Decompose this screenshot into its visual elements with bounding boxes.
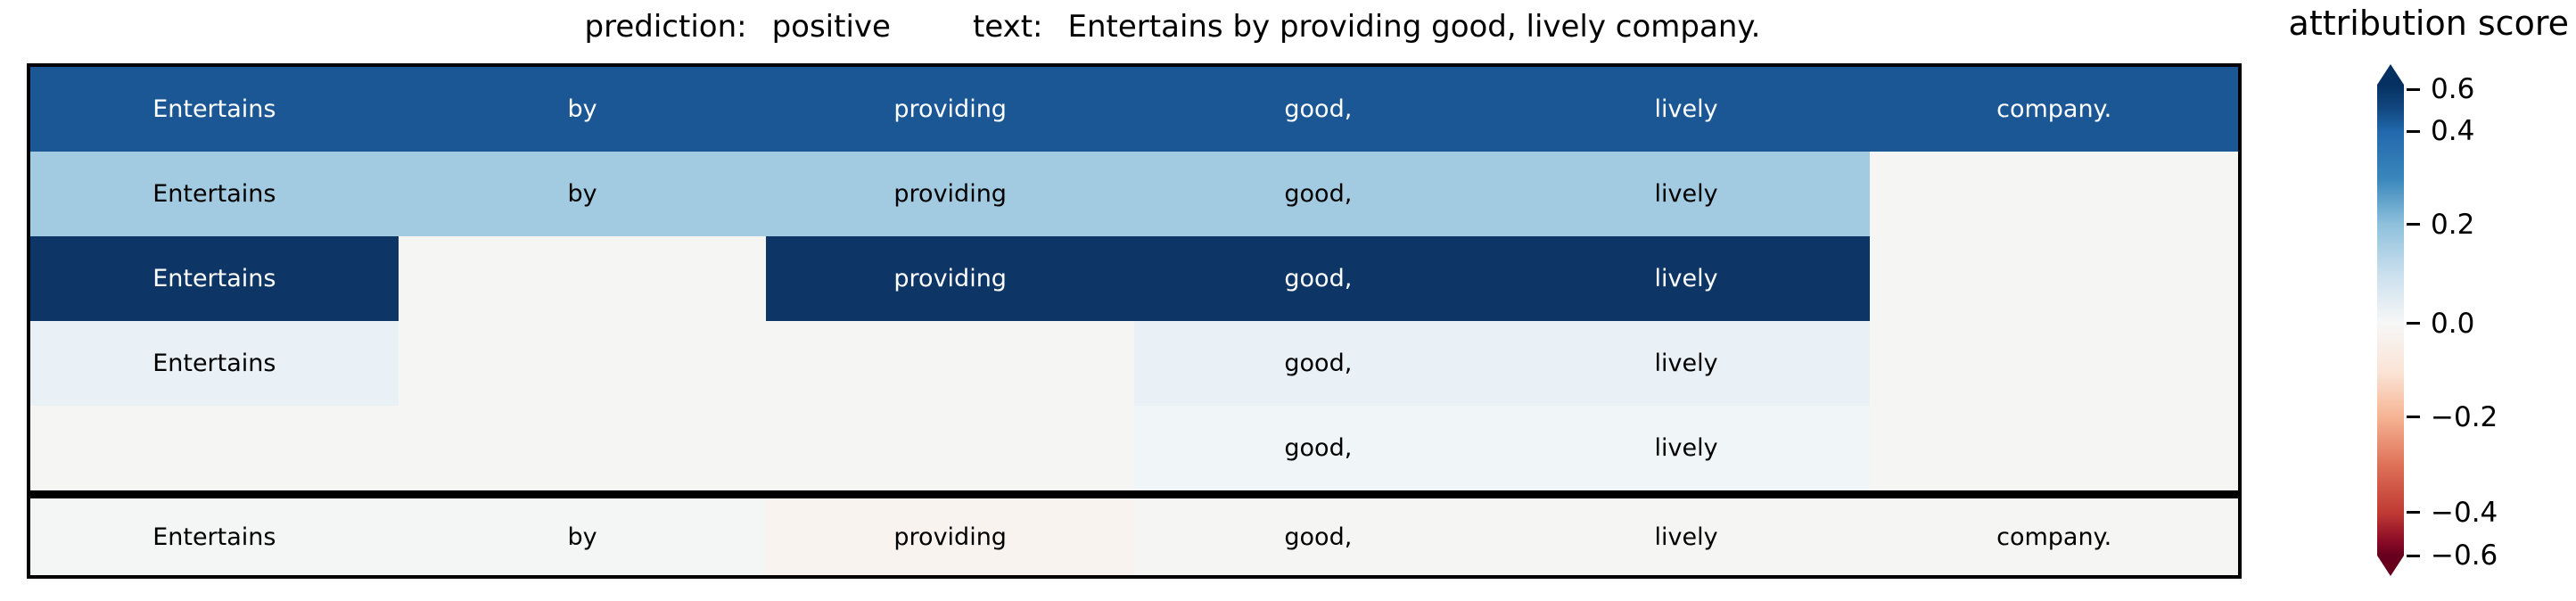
prediction-value: positive	[771, 9, 891, 45]
colorbar-label: attribution score	[2288, 4, 2569, 43]
colorbar-tick-label: −0.4	[2431, 496, 2498, 529]
attribution-row-final: Entertains by providing good, lively company.	[30, 498, 2239, 575]
attribution-row-step-4: Entertains good, lively	[30, 321, 2239, 406]
figure-title: prediction: positive text: Entertains by…	[0, 9, 2345, 45]
token-cell: good,	[1134, 67, 1502, 152]
empty-cell	[398, 236, 767, 321]
token-cell: lively	[1502, 498, 1871, 575]
token-cell: good,	[1134, 152, 1502, 236]
token-cell: lively	[1502, 236, 1871, 321]
colorbar-tick-label: −0.6	[2431, 539, 2498, 572]
colorbar	[2377, 64, 2404, 576]
token-cell: providing	[766, 152, 1135, 236]
attribution-row-step-5: good, lively	[30, 406, 2239, 490]
colorbar-down-arrow-icon	[2377, 556, 2404, 576]
prediction-label: prediction:	[584, 9, 747, 45]
token-cell: Entertains	[30, 67, 399, 152]
attribution-row-step-3: Entertains providing good, lively	[30, 236, 2239, 321]
token-cell: lively	[1502, 321, 1871, 406]
text-label: text:	[972, 9, 1043, 45]
token-cell: lively	[1502, 406, 1871, 490]
empty-cell	[1870, 406, 2239, 490]
empty-cell	[1870, 236, 2239, 321]
token-cell: lively	[1502, 152, 1871, 236]
empty-cell	[398, 406, 767, 490]
token-cell: lively	[1502, 67, 1871, 152]
token-cell: by	[398, 67, 767, 152]
colorbar-tick-label: 0.6	[2431, 73, 2475, 106]
colorbar-tick	[2407, 554, 2420, 557]
colorbar-tick-label: 0.0	[2431, 307, 2475, 340]
colorbar-tick	[2407, 223, 2420, 226]
empty-cell	[766, 406, 1135, 490]
attribution-table: Entertains by providing good, lively company.…	[27, 63, 2242, 579]
empty-cell	[1870, 321, 2239, 406]
colorbar-up-arrow-icon	[2377, 64, 2404, 85]
token-cell: providing	[766, 236, 1135, 321]
colorbar-gradient	[2377, 85, 2404, 556]
colorbar-tick	[2407, 416, 2420, 419]
text-value: Entertains by providing good, lively com…	[1067, 9, 1761, 45]
token-cell: Entertains	[30, 321, 399, 406]
attribution-row-step-1: Entertains by providing good, lively company.	[30, 67, 2239, 152]
colorbar-tick-label: 0.2	[2431, 208, 2475, 241]
token-cell: Entertains	[30, 498, 399, 575]
empty-cell	[766, 321, 1135, 406]
attribution-row-step-2: Entertains by providing good, lively	[30, 152, 2239, 236]
summary-separator	[30, 490, 2238, 498]
colorbar-tick	[2407, 322, 2420, 325]
token-cell: company.	[1870, 498, 2239, 575]
colorbar-tick	[2407, 87, 2420, 91]
token-cell: good,	[1134, 498, 1502, 575]
token-cell: good,	[1134, 406, 1502, 490]
colorbar-tick	[2407, 129, 2420, 133]
token-cell: by	[398, 498, 767, 575]
colorbar-tick	[2407, 511, 2420, 515]
token-cell: providing	[766, 498, 1135, 575]
empty-cell	[1870, 152, 2239, 236]
empty-cell	[30, 406, 399, 490]
colorbar-tick-label: −0.2	[2431, 400, 2498, 433]
token-cell: good,	[1134, 321, 1502, 406]
token-cell: by	[398, 152, 767, 236]
token-cell: providing	[766, 67, 1135, 152]
token-cell: good,	[1134, 236, 1502, 321]
colorbar-tick-label: 0.4	[2431, 115, 2475, 148]
token-cell: Entertains	[30, 152, 399, 236]
empty-cell	[398, 321, 767, 406]
token-cell: company.	[1870, 67, 2239, 152]
token-cell: Entertains	[30, 236, 399, 321]
